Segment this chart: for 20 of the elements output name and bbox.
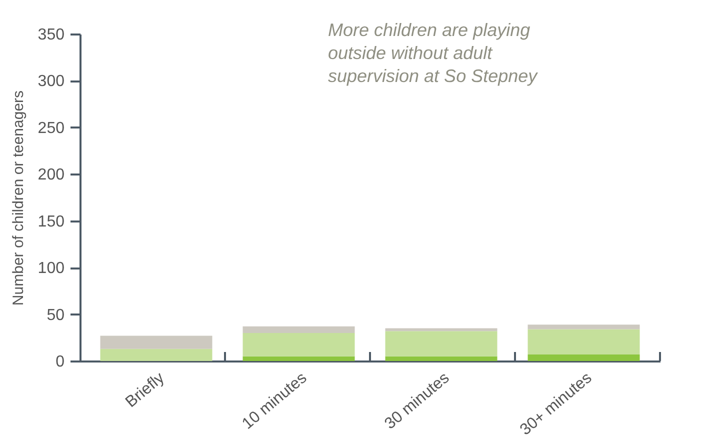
bar xyxy=(528,324,640,330)
bar xyxy=(100,348,212,361)
bar xyxy=(385,356,498,361)
bar xyxy=(385,331,498,356)
y-tick-label: 100 xyxy=(38,260,65,278)
y-tick-label: 350 xyxy=(38,26,65,44)
y-tick-label: 200 xyxy=(38,166,65,184)
y-tick-label: 250 xyxy=(38,120,65,137)
y-tick-label: 0 xyxy=(56,354,65,370)
bar xyxy=(528,354,640,361)
bar xyxy=(528,329,640,354)
y-tick-label: 150 xyxy=(38,213,65,230)
y-tick-label: 50 xyxy=(46,306,65,324)
bar xyxy=(242,356,355,361)
bar xyxy=(100,336,212,349)
annotation: More children are playing outside without adult supervision at So Stepney xyxy=(328,20,538,86)
y-tick-label: 300 xyxy=(38,73,65,90)
bar xyxy=(242,326,355,333)
y-axis-title: Number of children or teenagers xyxy=(10,90,27,306)
bar xyxy=(242,332,355,356)
